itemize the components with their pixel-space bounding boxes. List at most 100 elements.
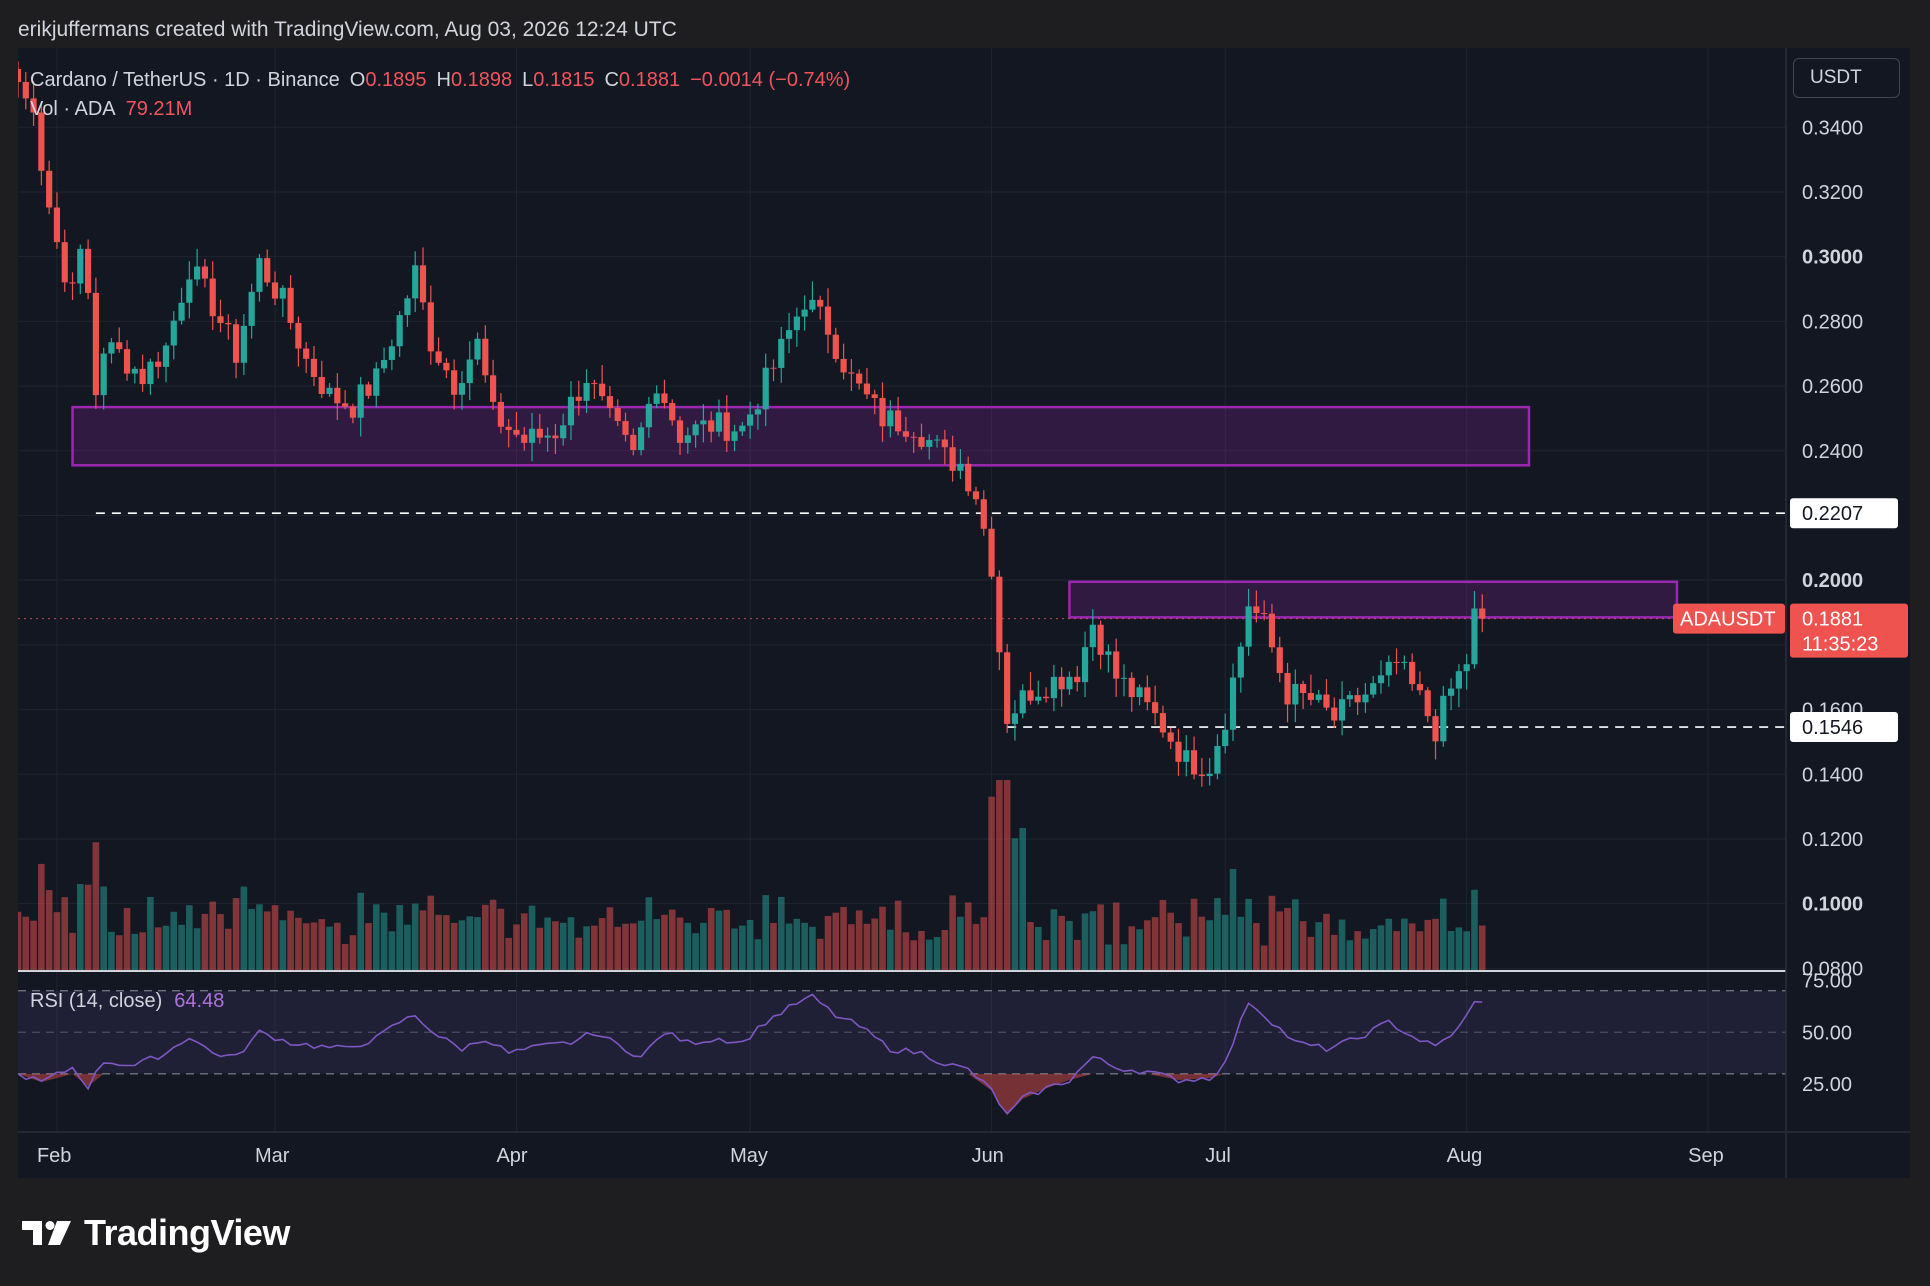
volume-bar (474, 917, 481, 970)
tradingview-logo-icon (22, 1221, 71, 1245)
candle-body (785, 330, 793, 339)
volume-bar (863, 923, 871, 970)
candle-body (941, 439, 948, 448)
volume-bar (1268, 895, 1276, 970)
volume-bar (45, 890, 53, 970)
volume-bar (1027, 922, 1034, 970)
volume-bar (1284, 907, 1291, 970)
volume-bar (949, 895, 956, 970)
volume-bar (248, 909, 255, 970)
volume-bar (295, 917, 302, 970)
candle-body (552, 435, 559, 439)
open-value: 0.1895 (365, 69, 427, 91)
volume-bar (240, 886, 248, 970)
candle-body (676, 420, 684, 443)
candle-body (1190, 750, 1198, 775)
volume-bar (443, 915, 450, 970)
candle-body (521, 434, 528, 443)
volume-bar (816, 938, 824, 970)
volume-bar (645, 897, 653, 970)
volume-bar (232, 898, 240, 970)
candle-body (1206, 773, 1213, 777)
candle-body (123, 349, 131, 374)
volume-bar (489, 899, 497, 970)
volume-bar (824, 915, 832, 970)
volume-bar (1120, 944, 1128, 970)
chart-credit: erikjuffermans created with TradingView.… (18, 18, 677, 41)
candle-body (630, 434, 637, 451)
candle-body (1097, 624, 1104, 655)
candle-body (1370, 683, 1377, 695)
candle-body (1393, 661, 1400, 663)
candle-body (1315, 694, 1322, 700)
price-tick-label: 0.3400 (1802, 117, 1863, 139)
volume-label[interactable]: Vol · ADA (30, 98, 116, 120)
currency-button[interactable]: USDT (1793, 58, 1900, 98)
volume-bar (1151, 917, 1159, 970)
volume-bar (1432, 918, 1439, 970)
volume-bar (1478, 925, 1486, 970)
candle-body (965, 463, 972, 492)
volume-bar (411, 903, 419, 970)
candle-body (754, 409, 762, 415)
volume-bar (1377, 925, 1385, 970)
volume-bar (1299, 921, 1307, 970)
candle-body (1409, 661, 1416, 685)
candle-body (334, 387, 341, 404)
volume-bar (700, 922, 707, 970)
candle-body (1105, 651, 1112, 655)
candle-body (879, 397, 886, 427)
volume-bar (785, 923, 793, 970)
rsi-tick-label: 75.00 (1802, 970, 1852, 992)
bar-countdown-label: 11:35:23 (1802, 634, 1878, 656)
volume-bar (100, 886, 107, 970)
volume-bar (1447, 930, 1455, 970)
candle-body (1198, 774, 1205, 777)
volume-bar (1042, 940, 1050, 970)
volume-bar (302, 923, 310, 970)
open-label: O (349, 69, 366, 91)
last-price-label: 0.1881 (1802, 609, 1863, 631)
candle-body (178, 302, 185, 321)
chart-frame[interactable]: 0.3400 0.3200 0.3000 0.2800 0.2600 0.2400 0.22… (18, 48, 1910, 1178)
candle-body (69, 282, 76, 284)
candle-body (1268, 613, 1276, 648)
candle-body (1331, 707, 1338, 721)
candle-body (1167, 732, 1174, 742)
price-tick-label: 0.1400 (1802, 764, 1863, 786)
volume-bar (1253, 923, 1260, 970)
candle-body (61, 242, 68, 283)
price-tick-label: 0.2400 (1802, 441, 1863, 463)
candle-body (131, 368, 138, 374)
volume-bar (676, 917, 684, 970)
candle-body (723, 412, 730, 441)
tradingview-logo[interactable]: TradingView (22, 1212, 290, 1254)
candle-body (1385, 661, 1392, 676)
volume-bar (123, 907, 131, 970)
candle-body (342, 403, 349, 407)
volume-bar (809, 926, 816, 970)
chart-canvas[interactable]: 0.3400 0.3200 0.3000 0.2800 0.2600 0.2400 0.22… (18, 48, 1910, 1178)
candle-body (217, 316, 224, 323)
candle-body (910, 436, 917, 438)
candle-body (926, 439, 933, 447)
candle-body (318, 376, 325, 394)
volume-bar (879, 906, 886, 970)
candle-body (1004, 652, 1011, 724)
candle-body (1183, 750, 1190, 762)
rsi-label[interactable]: RSI (14, close) (30, 990, 163, 1012)
candle-body (201, 266, 209, 279)
candle-body (1416, 684, 1424, 691)
candle-body (700, 420, 707, 425)
volume-bar (544, 917, 551, 970)
candle-body (232, 324, 240, 363)
symbol-price-tag (1673, 603, 1785, 634)
volume-bar (482, 904, 489, 970)
volume-bar (840, 907, 847, 970)
volume-bar (427, 895, 435, 970)
candle-body (497, 401, 504, 427)
symbol-title[interactable]: Cardano / TetherUS · 1D · Binance (30, 69, 340, 91)
candle-body (669, 403, 676, 421)
volume-bar (793, 918, 801, 970)
candle-body (622, 421, 629, 435)
